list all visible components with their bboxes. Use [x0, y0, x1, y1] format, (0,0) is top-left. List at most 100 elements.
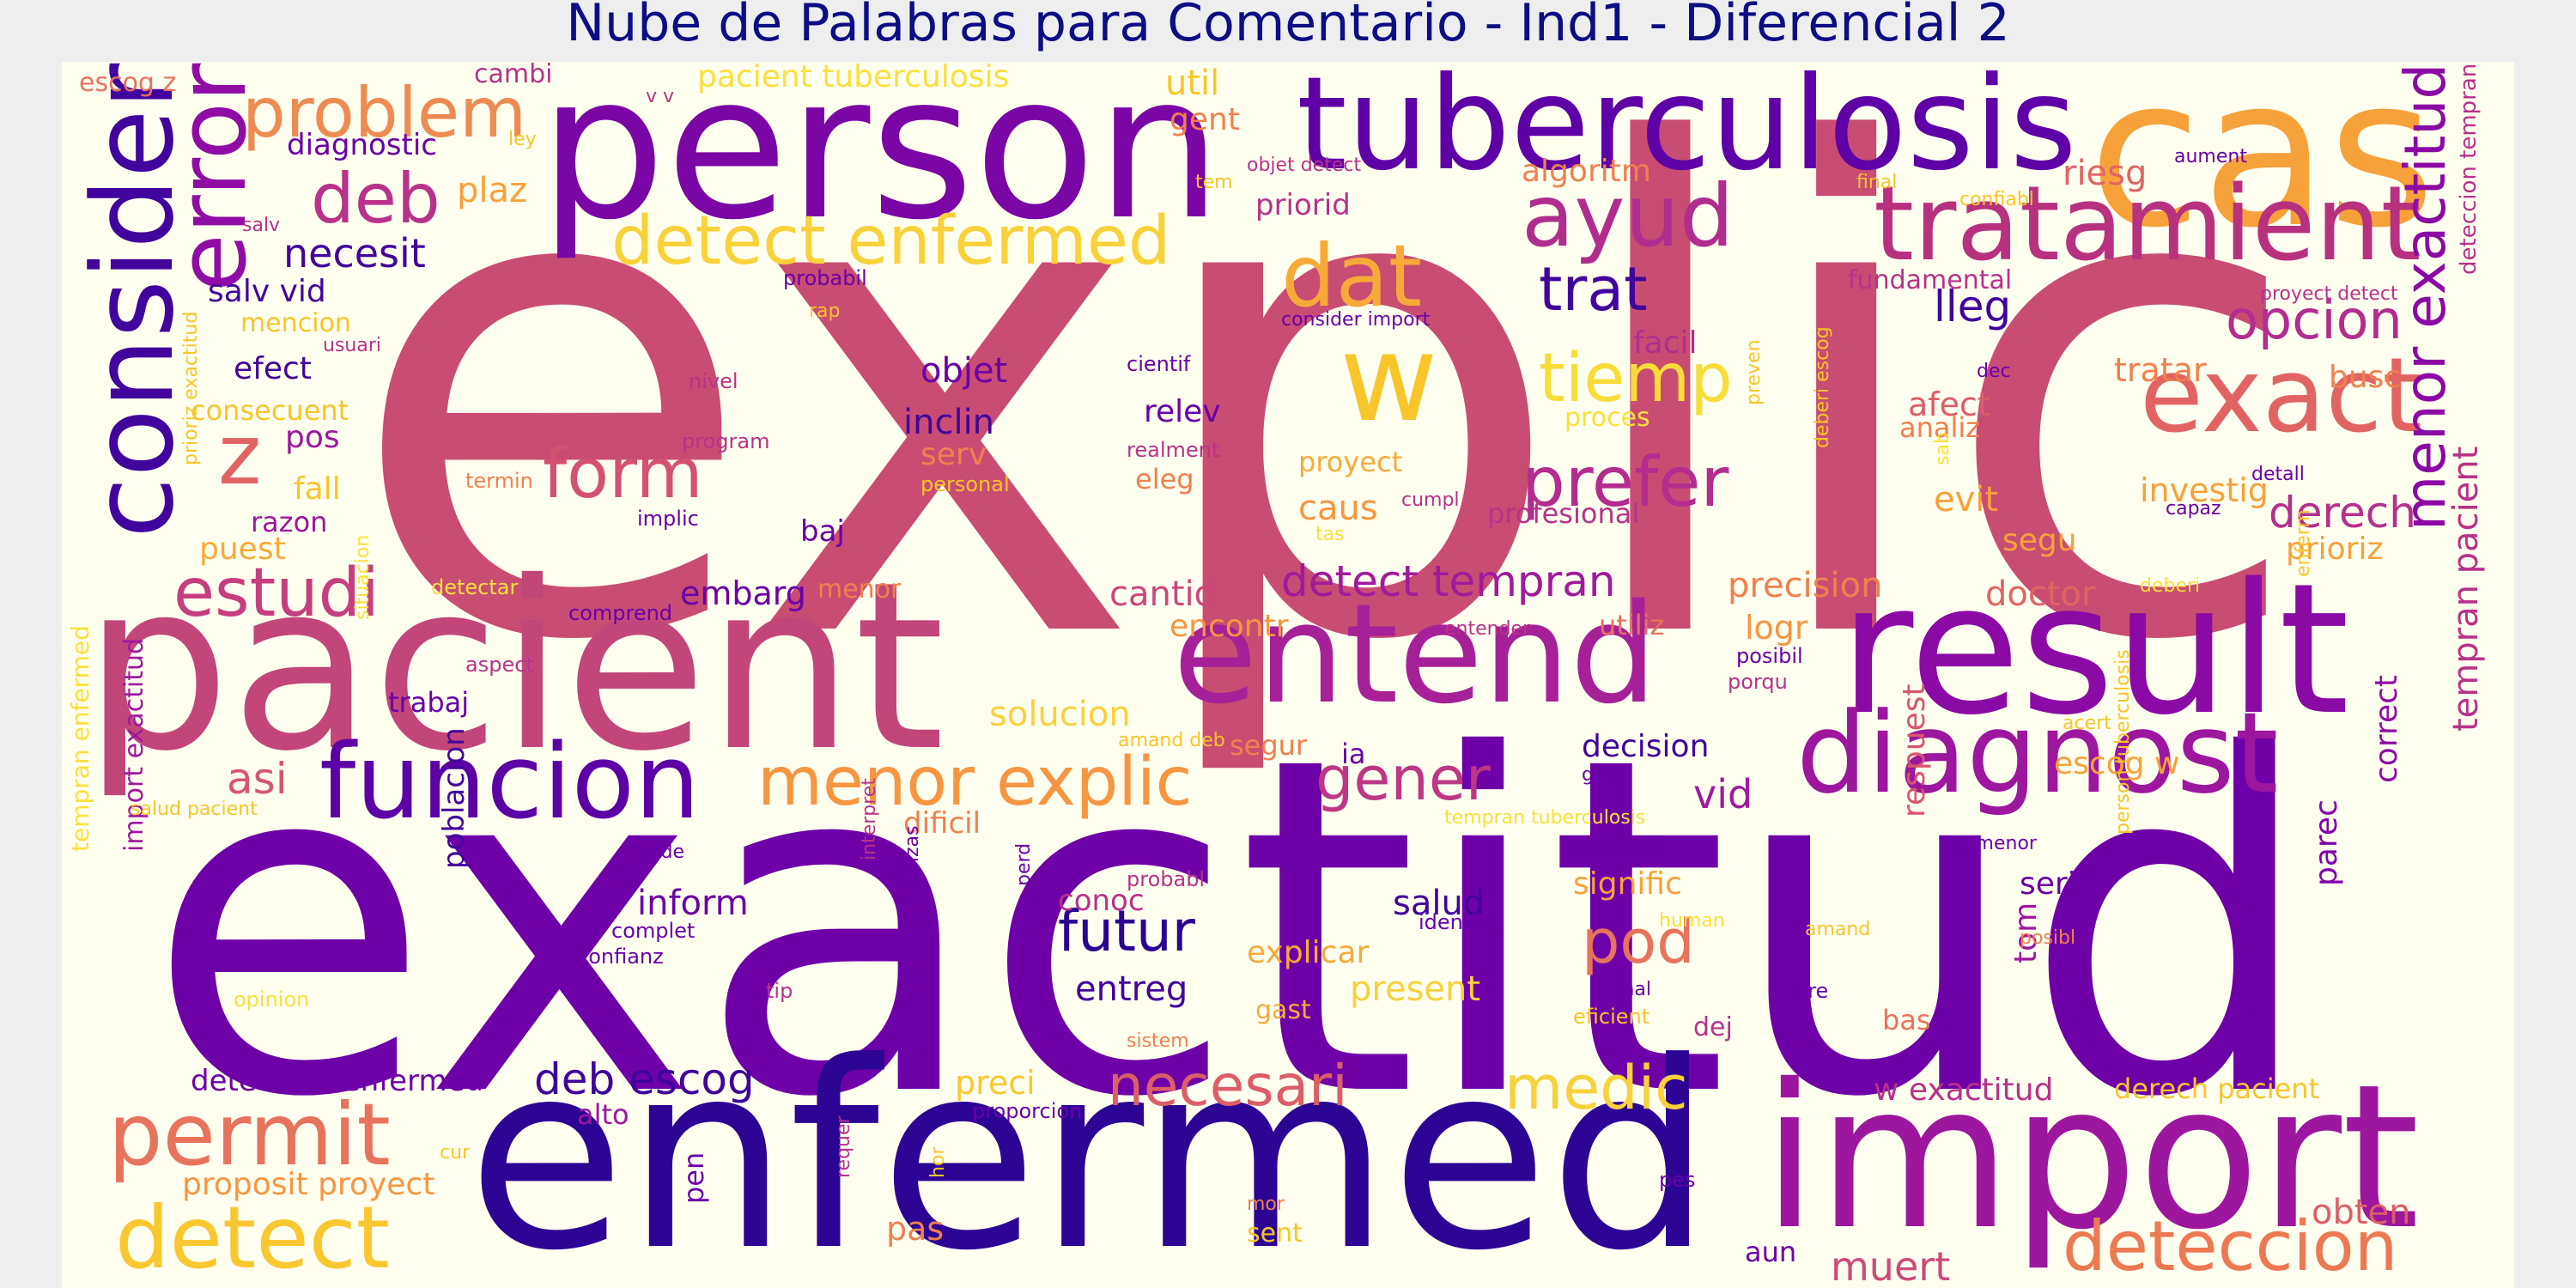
word-amand: amand	[1805, 919, 1871, 940]
word-entender: entender	[1444, 618, 1531, 640]
word-serv: serv	[920, 437, 987, 472]
word-respuest: respuest	[1897, 683, 1932, 817]
word-human: human	[1659, 910, 1725, 932]
word-complet: complet	[611, 919, 696, 943]
word-exact: exact	[2140, 337, 2423, 456]
word-explicar: explicar	[1247, 935, 1370, 970]
word-interpret: interpret	[859, 778, 880, 860]
word-aument: aument	[2174, 146, 2247, 167]
word-mor: mor	[1247, 1194, 1285, 1215]
word-signific: signific	[1573, 866, 1682, 902]
word-cantid: cantid	[1109, 574, 1217, 614]
word-conoc: conoc	[1058, 884, 1145, 918]
word-w: w	[1340, 309, 1438, 449]
word-tuberculosis: tuberculosis	[1297, 62, 2077, 199]
word-util: util	[1165, 64, 1220, 103]
word-plaz: plaz	[457, 171, 528, 210]
word-tempran-enfermed: tempran enfermed	[66, 625, 94, 852]
word-alto: alto	[577, 1098, 629, 1131]
word-tip: tip	[766, 979, 793, 1003]
word-profesional: profesional	[1487, 497, 1640, 530]
word-w-exactitud: w exactitud	[1874, 1072, 2054, 1108]
word-present: present	[1350, 969, 1481, 1009]
word-consecuent: consecuent	[191, 394, 349, 427]
word-investig: investig	[2140, 471, 2269, 509]
word-acert: acert	[2063, 713, 2111, 734]
word-detect-tempran: detect tempran	[1281, 556, 1616, 606]
word-riesg: riesg	[2063, 154, 2148, 193]
word-proces: proces	[1564, 403, 1650, 433]
word-posibil: posibil	[1736, 644, 1803, 668]
word-dat: dat	[1281, 226, 1422, 326]
word-dificil: dificil	[903, 806, 981, 841]
word-final: final	[1856, 172, 1898, 193]
word-escog-w: escog w	[2054, 746, 2180, 781]
word-perd: perd	[1013, 842, 1035, 886]
word-permit: permit	[108, 1084, 391, 1185]
word-ia: ia	[1341, 738, 1366, 770]
word-trabaj: trabaj	[388, 686, 470, 719]
word-evit: evit	[1934, 480, 1999, 519]
word-algoritm: algoritm	[1522, 154, 1651, 189]
word-problem: problem	[242, 73, 527, 153]
word-cur: cur	[440, 1142, 471, 1163]
word-desarroll: desarroll	[1573, 833, 1663, 857]
word-entreg: entreg	[1075, 969, 1188, 1009]
word-vid: vid	[1693, 771, 1753, 817]
word-cumpl: cumpl	[1401, 489, 1460, 511]
word-embarg: embarg	[680, 574, 806, 612]
word-v-v: v v	[646, 86, 675, 107]
word-sab: sab	[1932, 432, 1953, 465]
word-diagnostic: diagnostic	[287, 128, 437, 162]
word-probabil: probabil	[783, 266, 867, 290]
word-z-menor: z menor	[1959, 833, 2037, 854]
word-salv-vid: salv vid	[208, 274, 326, 309]
word-implic: implic	[637, 507, 699, 531]
word-person: person	[539, 62, 1223, 264]
word-proporcion: proporcion	[972, 1099, 1083, 1123]
word-comprend: comprend	[568, 601, 673, 625]
word-sistem: sistem	[1127, 1030, 1189, 1052]
word-gast: gast	[1255, 995, 1311, 1025]
word-lleg: lleg	[1934, 282, 2012, 331]
word-tem: tem	[1195, 172, 1233, 193]
word-termin: termin	[465, 469, 533, 493]
word-puest: puest	[199, 532, 286, 567]
word-trat: trat	[1539, 254, 1648, 325]
word-detect: detect	[115, 1188, 390, 1288]
word-enferm: enferm	[2293, 509, 2314, 577]
word-proyect: proyect	[1298, 446, 1403, 478]
word-diagnost: diagnost	[1796, 688, 2279, 818]
word-capaz: capaz	[2166, 498, 2221, 519]
word-cloud: explic exactitud enfermed pacient person impo…	[62, 62, 2514, 1288]
word-cientif: cientif	[1127, 352, 1191, 376]
word-precision: precision	[1728, 566, 1883, 605]
word-bas: bas	[1882, 1004, 1931, 1036]
word-analiz: analiz	[1899, 411, 1981, 444]
word-pacient-tuberculosis: pacient tuberculosis	[697, 62, 1010, 94]
word-deb-escog: deb escog	[534, 1054, 755, 1104]
word-tempran-tuberculosis: tempran tuberculosis	[1444, 807, 1646, 829]
word-medic: medic	[1504, 1053, 1688, 1123]
word-correct: correct	[2369, 674, 2404, 783]
word-dej: dej	[1693, 1012, 1733, 1042]
word-aun: aun	[1745, 1236, 1797, 1268]
word-inclin: inclin	[903, 403, 995, 442]
word-obten: obten	[2312, 1193, 2411, 1232]
word-deteccion: deteccion	[2063, 1206, 2398, 1286]
word-objet: objet	[920, 351, 1008, 391]
word-identific: identific	[1419, 910, 1502, 934]
word-salv: salv	[242, 215, 281, 236]
word-priorid: priorid	[1255, 188, 1351, 222]
word-result: result	[1839, 544, 2350, 755]
word-rap: rap	[809, 301, 841, 322]
word-enfermed: enfermed	[467, 1007, 1713, 1288]
word-z: z	[218, 407, 262, 503]
word-caus: caus	[1298, 489, 1378, 528]
word-inform: inform	[637, 884, 749, 923]
word-pod: pod	[1582, 907, 1695, 977]
word-confiabl: confiabl	[1959, 189, 2034, 210]
chart-title: Nube de Palabras para Comentario - Ind1 …	[566, 0, 2010, 53]
word-posibl: posibl	[2020, 927, 2076, 949]
word-ayud: ayud	[1522, 166, 1735, 266]
